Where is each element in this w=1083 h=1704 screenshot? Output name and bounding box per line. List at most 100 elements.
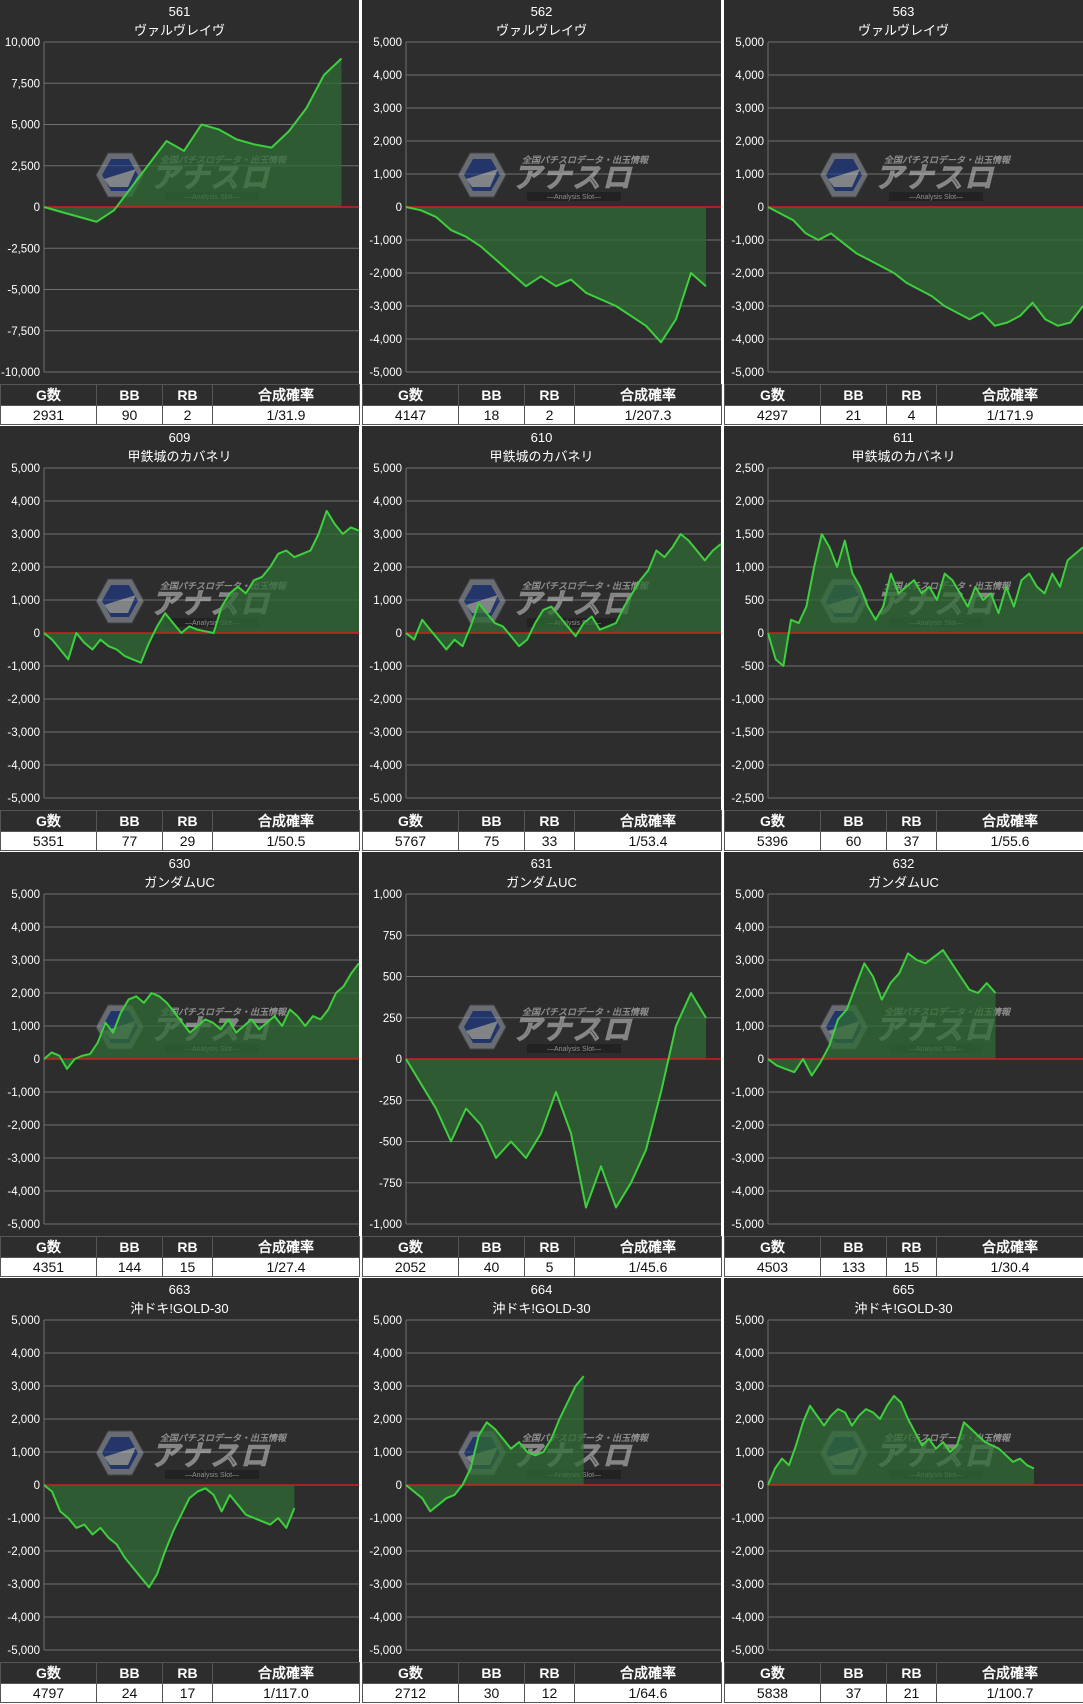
chart-panel: 5,000 4,000 3,000 2,000 1,000 0 -1,000 -2,000 -3… xyxy=(724,1278,1083,1662)
series-line xyxy=(405,992,707,1209)
stats-rb: 37 xyxy=(886,831,937,851)
machine-card: 5,000 4,000 3,000 2,000 1,000 0 -1,000 -2,000 -3… xyxy=(0,426,360,851)
watermark-sub-text: ―Analysis Slot― xyxy=(185,1472,239,1479)
stats-bb: 90 xyxy=(96,405,163,425)
series-area xyxy=(768,950,996,1076)
watermark-small-text: 全国パチスロデータ・出玉情報 xyxy=(160,1007,288,1017)
stats-combined-rate: 1/117.0 xyxy=(212,1683,360,1703)
machine-title: 甲鉄城のカバネリ xyxy=(127,449,232,464)
y-tick-label: 5,000 xyxy=(735,37,764,49)
stats-header: 合成確率 xyxy=(574,384,722,406)
y-tick-label: 4,000 xyxy=(11,922,40,934)
stats-header: RB xyxy=(524,810,575,832)
stats-header: BB xyxy=(458,384,525,406)
stats-games: 2712 xyxy=(362,1683,459,1703)
y-tick-label: 500 xyxy=(745,595,764,607)
payout-chart: 5,000 4,000 3,000 2,000 1,000 0 -1,000 -2,000 -3… xyxy=(369,463,721,805)
chart-panel: 5,000 4,000 3,000 2,000 1,000 0 -1,000 -2,000 -3… xyxy=(362,426,721,810)
stats-header: RB xyxy=(886,1662,937,1684)
chart-panel: 5,000 4,000 3,000 2,000 1,000 0 -1,000 -2,000 -3… xyxy=(362,0,721,384)
stats-header: BB xyxy=(820,1662,887,1684)
machine-title: 甲鉄城のカバネリ xyxy=(851,449,956,464)
stats-bb: 75 xyxy=(458,831,525,851)
stats-header: G数 xyxy=(362,1662,459,1684)
watermark-small-text: 全国パチスロデータ・出玉情報 xyxy=(160,1433,288,1443)
y-tick-label: -1,000 xyxy=(369,1219,402,1231)
y-tick-label: -4,000 xyxy=(369,334,402,346)
y-tick-label: -1,000 xyxy=(7,1513,40,1525)
stats-header: 合成確率 xyxy=(574,1662,722,1684)
watermark-logo-text: アナスロ xyxy=(513,588,632,619)
stats-header: G数 xyxy=(0,1662,97,1684)
y-tick-label: 750 xyxy=(383,930,402,942)
y-tick-label: -1,000 xyxy=(7,661,40,673)
machine-title: 甲鉄城のカバネリ xyxy=(489,449,594,464)
watermark-logo-text: アナスロ xyxy=(513,162,632,193)
y-tick-label: -1,000 xyxy=(369,661,402,673)
y-tick-label: -2,000 xyxy=(731,760,764,772)
stats-header: 合成確率 xyxy=(936,1236,1083,1258)
y-tick-label: 5,000 xyxy=(11,120,40,132)
y-tick-label: 0 xyxy=(396,1054,402,1066)
machine-card: 5,000 4,000 3,000 2,000 1,000 0 -1,000 -2,000 -3… xyxy=(0,1278,360,1703)
y-tick-label: 4,000 xyxy=(11,496,40,508)
y-tick-label: -4,000 xyxy=(731,334,764,346)
series-line xyxy=(43,57,343,223)
y-tick-label: -3,000 xyxy=(731,1153,764,1165)
machine-number: 611 xyxy=(893,430,914,445)
stats-header: BB xyxy=(96,1236,163,1258)
watermark-logo-text: アナスロ xyxy=(151,1440,270,1471)
stats-combined-rate: 1/53.4 xyxy=(574,831,722,851)
y-tick-label: -7,500 xyxy=(7,326,40,338)
y-tick-label: 3,000 xyxy=(11,529,40,541)
machine-card: 5,000 4,000 3,000 2,000 1,000 0 -1,000 -2,000 -3… xyxy=(724,852,1083,1277)
stats-table: G数 BB RB 合成確率 2712 30 12 1/64.6 xyxy=(362,1662,722,1703)
stats-rb: 29 xyxy=(162,831,213,851)
stats-header: BB xyxy=(458,1662,525,1684)
y-tick-label: -4,000 xyxy=(7,760,40,772)
y-tick-label: -3,000 xyxy=(7,1153,40,1165)
machine-card: 5,000 4,000 3,000 2,000 1,000 0 -1,000 -2,000 -3… xyxy=(362,426,722,851)
stats-rb: 2 xyxy=(162,405,213,425)
y-tick-label: 3,000 xyxy=(735,103,764,115)
stats-rb: 15 xyxy=(162,1257,213,1277)
stats-table: G数 BB RB 合成確率 4351 144 15 1/27.4 xyxy=(0,1236,360,1277)
stats-header: BB xyxy=(820,810,887,832)
series-line xyxy=(767,949,997,1077)
stats-bb: 133 xyxy=(820,1257,887,1277)
y-tick-label: 1,000 xyxy=(11,595,40,607)
stats-table: G数 BB RB 合成確率 4147 18 2 1/207.3 xyxy=(362,384,722,425)
y-tick-label: -2,000 xyxy=(731,1546,764,1558)
stats-combined-rate: 1/100.7 xyxy=(936,1683,1083,1703)
y-tick-label: -4,000 xyxy=(7,1612,40,1624)
stats-bb: 24 xyxy=(96,1683,163,1703)
y-tick-label: 5,000 xyxy=(373,1315,402,1327)
stats-combined-rate: 1/31.9 xyxy=(212,405,360,425)
payout-chart: 5,000 4,000 3,000 2,000 1,000 0 -1,000 -2,000 -3… xyxy=(7,463,359,805)
y-tick-label: 0 xyxy=(758,202,764,214)
y-tick-label: -5,000 xyxy=(7,793,40,805)
stats-games: 2052 xyxy=(362,1257,459,1277)
y-tick-label: -1,000 xyxy=(731,694,764,706)
stats-rb: 5 xyxy=(524,1257,575,1277)
stats-table: G数 BB RB 合成確率 4503 133 15 1/30.4 xyxy=(724,1236,1083,1277)
y-tick-label: -5,000 xyxy=(7,1219,40,1231)
series-area xyxy=(44,58,342,222)
stats-header: RB xyxy=(162,810,213,832)
machine-number: 630 xyxy=(168,856,191,871)
y-tick-label: 5,000 xyxy=(373,463,402,475)
series-area xyxy=(406,1376,584,1512)
y-tick-label: 250 xyxy=(383,1013,402,1025)
y-tick-label: 0 xyxy=(396,1480,402,1492)
machine-number: 664 xyxy=(530,1282,553,1297)
stats-table: G数 BB RB 合成確率 4297 21 4 1/171.9 xyxy=(724,384,1083,425)
machine-title: 沖ドキ!GOLD-30 xyxy=(130,1301,229,1316)
y-tick-label: 4,000 xyxy=(373,1348,402,1360)
series-line xyxy=(43,1484,296,1589)
watermark-sub-text: ―Analysis Slot― xyxy=(185,620,239,627)
y-tick-label: -4,000 xyxy=(7,1186,40,1198)
